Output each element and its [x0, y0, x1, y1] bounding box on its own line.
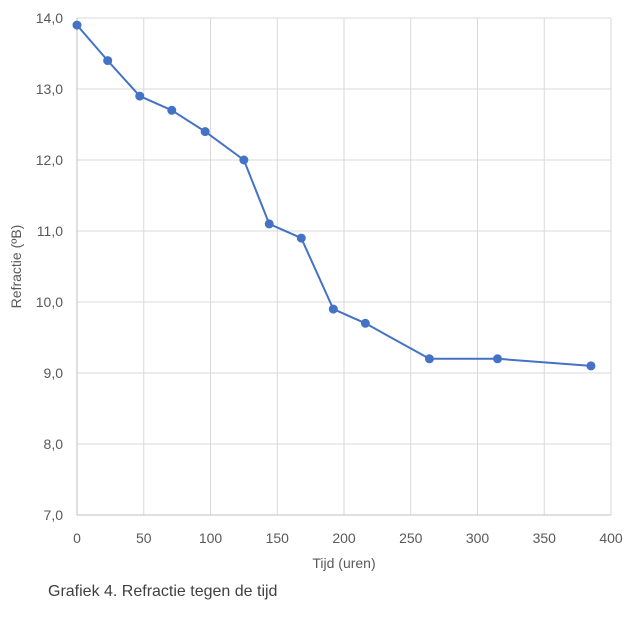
y-tick-label: 8,0 [44, 436, 64, 452]
data-point [296, 233, 306, 243]
y-tick-label: 13,0 [36, 81, 63, 97]
x-tick-label: 200 [332, 530, 356, 546]
x-tick-label: 350 [533, 530, 557, 546]
chart-axes [76, 18, 611, 516]
x-tick-label: 250 [399, 530, 423, 546]
data-point [167, 105, 177, 115]
chart-series [72, 20, 596, 371]
x-tick-label: 0 [73, 530, 81, 546]
y-tick-label: 12,0 [36, 152, 63, 168]
data-point [72, 20, 82, 30]
data-point [239, 155, 249, 165]
chart-tick-labels: 0 50 100 150 200 250 300 350 400 7,0 8,0 9,0 10,0 11,… [36, 10, 623, 546]
figure-caption: Grafiek 4. Refractie tegen de tijd [48, 583, 278, 600]
x-tick-label: 100 [199, 530, 223, 546]
y-tick-label: 11,0 [37, 223, 63, 239]
data-point [264, 219, 274, 229]
chart-gridlines [77, 17, 612, 515]
y-tick-label: 14,0 [36, 10, 63, 26]
x-tick-label: 50 [136, 530, 152, 546]
y-tick-label: 7,0 [44, 507, 64, 523]
x-axis-title: Tijd (uren) [312, 555, 375, 571]
data-point [493, 354, 503, 364]
data-point [135, 91, 145, 101]
data-point [424, 354, 434, 364]
y-axis-title: Refractie (ºB) [8, 225, 24, 309]
x-tick-label: 400 [599, 530, 623, 546]
x-tick-label: 300 [466, 530, 490, 546]
x-tick-label: 150 [266, 530, 290, 546]
data-point [328, 304, 338, 314]
data-point [103, 56, 113, 66]
data-point [586, 361, 596, 371]
y-tick-label: 9,0 [44, 365, 64, 381]
line-chart: 0 50 100 150 200 250 300 350 400 7,0 8,0 9,0 10,0 11,… [8, 10, 623, 571]
data-point [200, 127, 210, 137]
series-line [76, 24, 592, 367]
data-point [360, 318, 370, 328]
y-tick-label: 10,0 [36, 294, 63, 310]
